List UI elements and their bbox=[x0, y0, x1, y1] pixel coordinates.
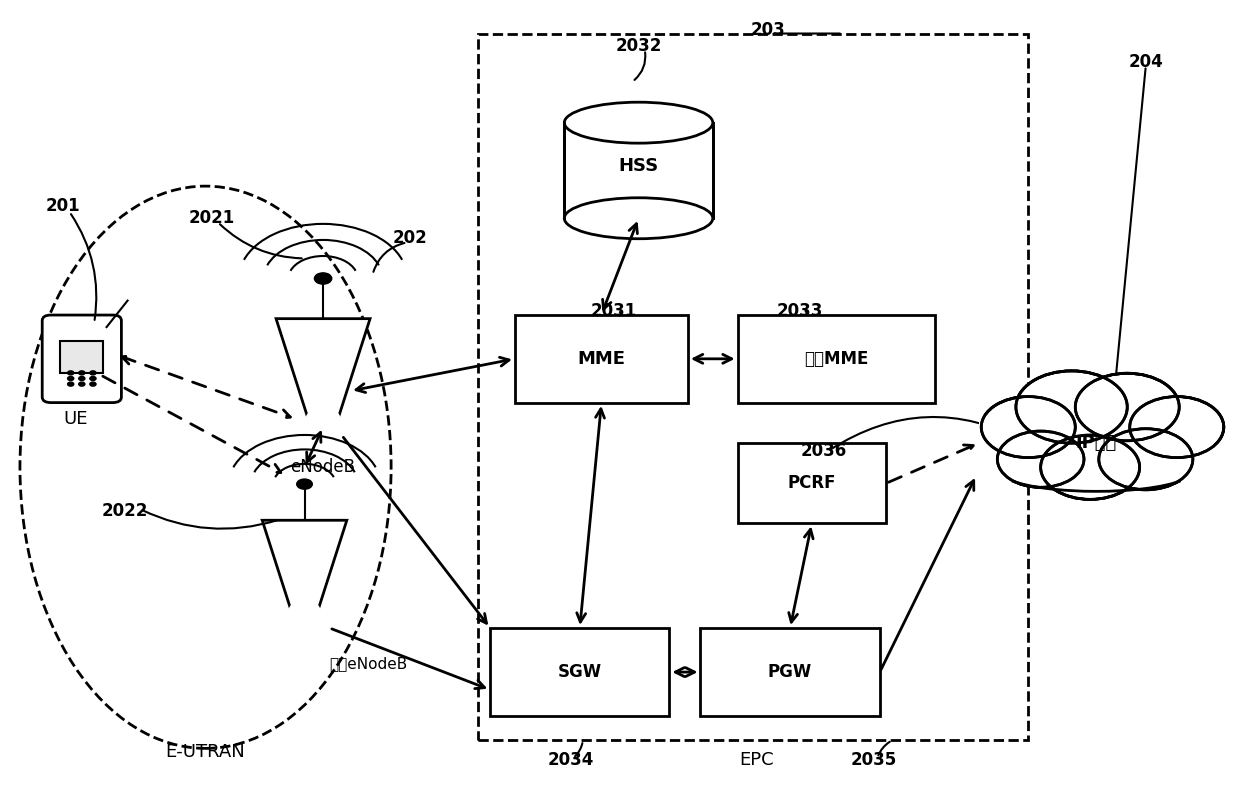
Circle shape bbox=[68, 371, 73, 375]
Circle shape bbox=[1099, 429, 1193, 490]
Text: PCRF: PCRF bbox=[787, 474, 836, 492]
Text: 2031: 2031 bbox=[590, 301, 637, 320]
Text: 204: 204 bbox=[1128, 52, 1163, 71]
Circle shape bbox=[1040, 435, 1140, 500]
Circle shape bbox=[1016, 371, 1127, 443]
Text: UE: UE bbox=[63, 410, 88, 428]
Text: 2035: 2035 bbox=[851, 751, 897, 770]
FancyBboxPatch shape bbox=[738, 314, 935, 403]
Circle shape bbox=[290, 601, 319, 620]
Circle shape bbox=[985, 399, 1071, 455]
Ellipse shape bbox=[564, 197, 713, 239]
Text: 202: 202 bbox=[392, 230, 427, 247]
Circle shape bbox=[1133, 399, 1220, 455]
Text: 201: 201 bbox=[46, 197, 81, 215]
Circle shape bbox=[1102, 431, 1189, 488]
Text: 2021: 2021 bbox=[188, 210, 234, 227]
FancyBboxPatch shape bbox=[42, 315, 122, 403]
FancyBboxPatch shape bbox=[565, 123, 712, 218]
Circle shape bbox=[78, 371, 84, 375]
Circle shape bbox=[1075, 373, 1179, 441]
Text: HSS: HSS bbox=[619, 157, 658, 176]
Circle shape bbox=[89, 376, 95, 380]
Circle shape bbox=[78, 376, 84, 380]
Circle shape bbox=[1130, 397, 1224, 458]
Ellipse shape bbox=[564, 102, 713, 143]
FancyBboxPatch shape bbox=[701, 628, 880, 717]
Circle shape bbox=[89, 382, 95, 386]
FancyBboxPatch shape bbox=[738, 443, 887, 523]
Circle shape bbox=[1044, 438, 1136, 496]
Text: 2032: 2032 bbox=[615, 36, 662, 55]
Circle shape bbox=[89, 371, 95, 375]
Circle shape bbox=[1080, 376, 1176, 438]
Text: 2034: 2034 bbox=[547, 751, 594, 770]
FancyBboxPatch shape bbox=[61, 341, 103, 373]
Text: MME: MME bbox=[578, 350, 625, 368]
Circle shape bbox=[315, 273, 332, 285]
Text: PGW: PGW bbox=[768, 663, 812, 681]
FancyBboxPatch shape bbox=[978, 415, 1214, 484]
Circle shape bbox=[1021, 374, 1122, 440]
Circle shape bbox=[68, 376, 73, 380]
FancyBboxPatch shape bbox=[490, 628, 670, 717]
Circle shape bbox=[308, 409, 340, 430]
Text: IP业务: IP业务 bbox=[1076, 434, 1117, 452]
Text: 203: 203 bbox=[751, 20, 786, 39]
Text: 2022: 2022 bbox=[102, 502, 149, 521]
Text: eNodeB: eNodeB bbox=[290, 459, 356, 476]
FancyBboxPatch shape bbox=[564, 123, 713, 218]
Text: E-UTRAN: E-UTRAN bbox=[166, 743, 246, 762]
Text: EPC: EPC bbox=[739, 751, 774, 770]
Circle shape bbox=[68, 382, 73, 386]
FancyBboxPatch shape bbox=[515, 314, 688, 403]
Polygon shape bbox=[262, 520, 347, 611]
Circle shape bbox=[78, 382, 84, 386]
Text: 2033: 2033 bbox=[776, 301, 822, 320]
Polygon shape bbox=[277, 318, 370, 419]
Circle shape bbox=[296, 479, 312, 489]
Text: SGW: SGW bbox=[558, 663, 601, 681]
Text: 2036: 2036 bbox=[801, 442, 847, 460]
Circle shape bbox=[1001, 434, 1080, 485]
Text: 其它MME: 其它MME bbox=[805, 350, 869, 368]
Circle shape bbox=[981, 397, 1075, 458]
Circle shape bbox=[997, 431, 1084, 488]
Text: 其它eNodeB: 其它eNodeB bbox=[330, 657, 408, 671]
